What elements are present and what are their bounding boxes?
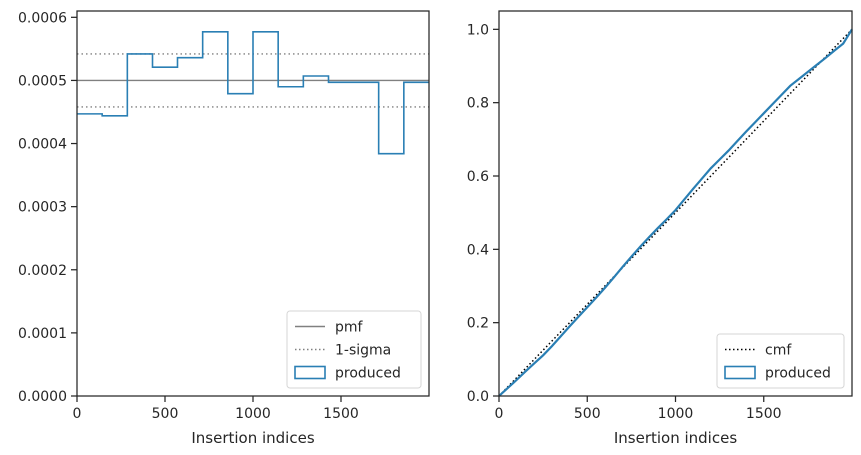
left-y-tick-label: 0.0003 bbox=[18, 200, 67, 216]
left-x-tick-label: 1000 bbox=[235, 406, 271, 422]
left-chart-x-ticks: 0 500 1000 1500 bbox=[73, 396, 359, 422]
right-y-tick-label: 0.6 bbox=[467, 169, 489, 185]
right-x-tick-label: 0 bbox=[495, 406, 504, 422]
right-legend-label: cmf bbox=[765, 343, 792, 359]
right-chart-y-ticks: 0.0 0.2 0.4 0.6 0.8 1.0 bbox=[467, 22, 499, 405]
left-y-tick-label: 0.0005 bbox=[18, 73, 67, 89]
left-legend-box bbox=[286, 310, 422, 389]
right-legend-box bbox=[716, 333, 845, 389]
left-legend-label: 1-sigma bbox=[335, 343, 391, 359]
right-x-tick-label: 1000 bbox=[658, 406, 694, 422]
left-chart-legend: pmf 1-sigma produced bbox=[286, 310, 422, 389]
right-y-tick-label: 0.0 bbox=[467, 389, 489, 405]
left-legend-swatch bbox=[294, 365, 326, 380]
left-chart-x-axis-label: Insertion indices bbox=[191, 429, 314, 447]
left-y-tick-label: 0.0004 bbox=[18, 137, 67, 153]
right-series-cmf bbox=[498, 28, 853, 397]
right-chart-panel: 0 500 1000 1500 0.0 0.2 0.4 0.6 0.8 1.0 Insertio… bbox=[467, 10, 853, 447]
left-legend-label: pmf bbox=[335, 320, 364, 336]
left-chart-series bbox=[77, 31, 429, 155]
right-chart-series bbox=[498, 28, 853, 397]
left-y-tick-label: 0.0002 bbox=[18, 263, 67, 279]
right-y-tick-label: 0.4 bbox=[467, 242, 489, 258]
right-chart-x-ticks: 0 500 1000 1500 bbox=[495, 396, 782, 422]
left-y-tick-label: 0.0006 bbox=[18, 10, 67, 26]
left-series-produced bbox=[77, 31, 429, 155]
right-chart-x-axis-label: Insertion indices bbox=[614, 429, 737, 447]
right-legend-swatch bbox=[724, 365, 756, 380]
right-y-tick-label: 1.0 bbox=[467, 22, 489, 38]
left-x-tick-label: 500 bbox=[152, 406, 179, 422]
right-x-tick-label: 500 bbox=[574, 406, 601, 422]
left-legend-label: produced bbox=[335, 366, 401, 382]
left-y-tick-label: 0.0000 bbox=[18, 389, 67, 405]
left-chart-panel: 0 500 1000 1500 0.00000.00010.00020.00030.0… bbox=[18, 10, 430, 447]
left-chart-y-ticks: 0.0000 0.0001 0.0002 0.0003 0.0004 0.0005 0.00… bbox=[18, 10, 77, 405]
left-x-tick-label: 1500 bbox=[323, 406, 359, 422]
right-chart-legend: cmf produced bbox=[716, 333, 845, 389]
left-y-tick-label: 0.0001 bbox=[18, 326, 67, 342]
right-x-tick-label: 1500 bbox=[746, 406, 782, 422]
right-legend-label: produced bbox=[765, 366, 831, 382]
left-x-tick-label: 0 bbox=[73, 406, 82, 422]
right-y-tick-label: 0.8 bbox=[467, 96, 489, 112]
right-series-produced bbox=[498, 28, 853, 397]
right-y-tick-label: 0.2 bbox=[467, 316, 489, 332]
